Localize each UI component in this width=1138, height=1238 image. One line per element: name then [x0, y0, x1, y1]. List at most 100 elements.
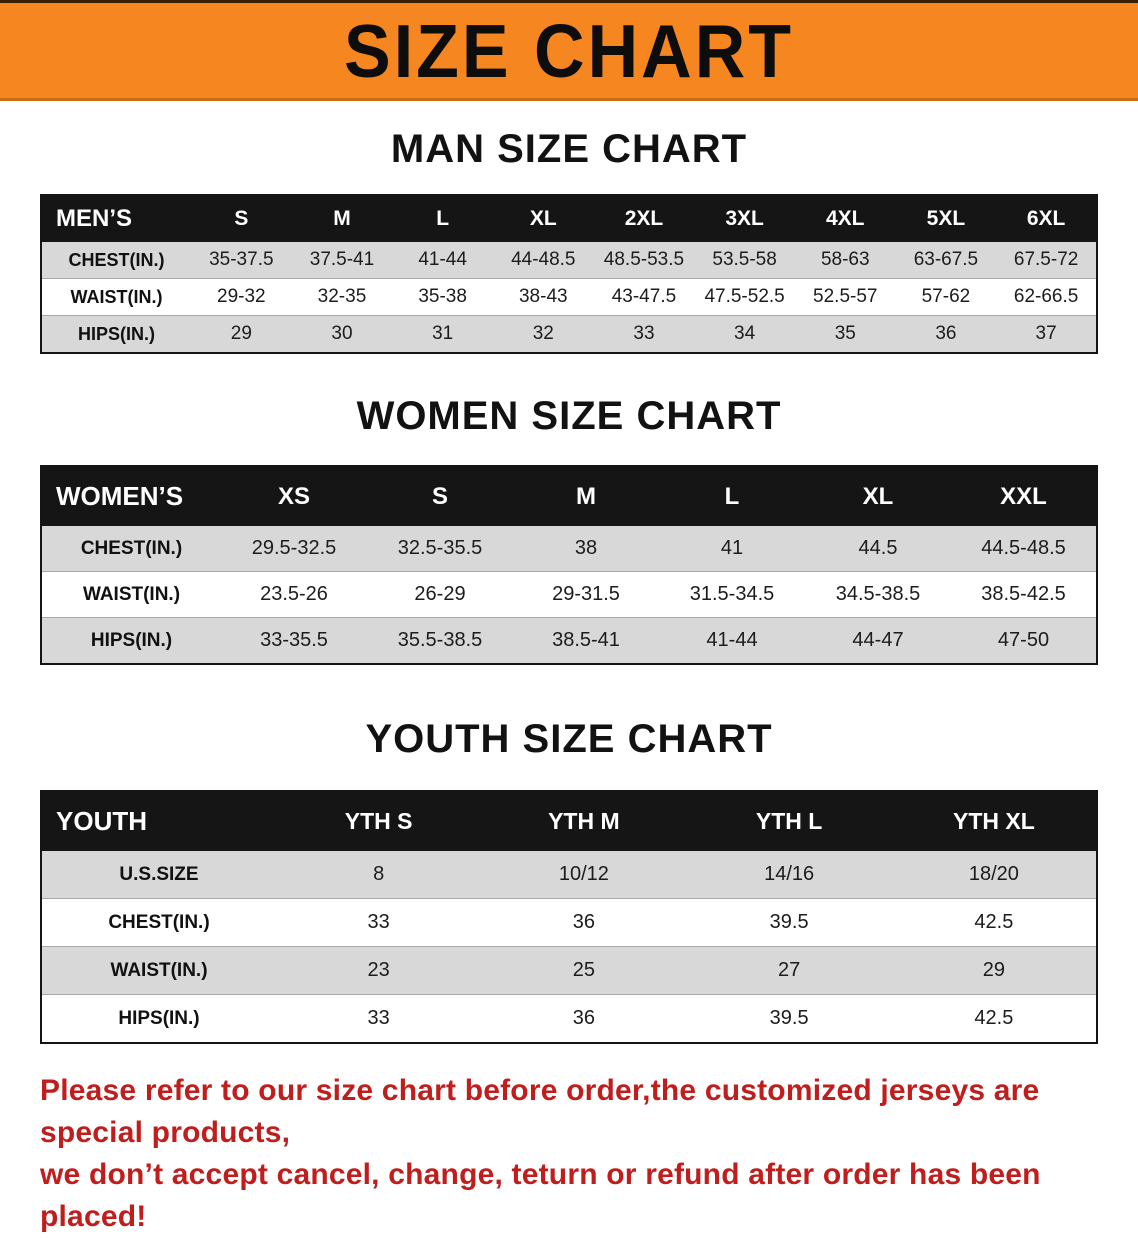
- size-header-cell: S: [191, 195, 292, 242]
- women-section-heading: WOMEN SIZE CHART: [356, 394, 782, 438]
- size-value-cell: 38.5-41: [513, 617, 659, 664]
- size-value-cell: 47.5-52.5: [694, 278, 795, 316]
- size-header-cell: YTH M: [481, 791, 687, 851]
- size-value-cell: 31.5-34.5: [659, 571, 805, 618]
- table-title-cell: WOMEN’S: [41, 466, 221, 526]
- men-size-table: MEN’S S M L XL 2XL 3XL 4XL 5XL 6XL CHEST(IN.) 35-37…: [40, 194, 1098, 354]
- size-table: YOUTH YTH S YTH M YTH L YTH XL U.S.SIZE 8 10/12…: [40, 790, 1098, 1044]
- youth-section: YOUTH SIZE CHART YOUTH YTH S YTH M YTH L YTH…: [0, 717, 1138, 1044]
- size-chart-banner: SIZE CHART: [0, 0, 1138, 101]
- size-value-cell: 52.5-57: [794, 278, 896, 316]
- size-value-cell: 29: [891, 946, 1097, 995]
- table-row: U.S.SIZE 8 10/12 14/16 18/20: [41, 851, 1097, 899]
- table-title-cell: YOUTH: [41, 791, 276, 851]
- size-value-cell: 37.5-41: [291, 242, 393, 279]
- size-value-cell: 44.5: [805, 526, 951, 572]
- page-title: SIZE CHART: [344, 8, 794, 93]
- size-value-cell: 41-44: [659, 617, 805, 664]
- size-value-cell: 37: [996, 315, 1097, 353]
- size-value-cell: 63-67.5: [895, 242, 997, 279]
- size-value-cell: 35-37.5: [191, 242, 292, 279]
- size-value-cell: 25: [481, 946, 687, 995]
- size-header-cell: XS: [221, 466, 367, 526]
- row-label: CHEST(IN.): [41, 526, 221, 572]
- women-size-table: WOMEN’S XS S M L XL XXL CHEST(IN.) 29.5-32.5 32.5…: [40, 465, 1098, 665]
- size-header-cell: XXL: [951, 466, 1097, 526]
- table-row: WAIST(IN.) 29-32 32-35 35-38 38-43 43-47.5 47.…: [41, 278, 1097, 316]
- footer-note-line-1: Please refer to our size chart before or…: [40, 1074, 1040, 1149]
- size-header-cell: S: [367, 466, 513, 526]
- row-label: HIPS(IN.): [41, 315, 191, 353]
- size-value-cell: 32: [492, 315, 594, 353]
- size-value-cell: 36: [481, 898, 687, 947]
- table-row: WAIST(IN.) 23.5-26 26-29 29-31.5 31.5-34.5 34…: [41, 571, 1097, 618]
- size-value-cell: 36: [481, 994, 687, 1043]
- size-value-cell: 38: [513, 526, 659, 572]
- youth-size-table: YOUTH YTH S YTH M YTH L YTH XL U.S.SIZE 8 10/12…: [40, 790, 1098, 1044]
- size-value-cell: 38.5-42.5: [951, 571, 1097, 618]
- row-label: HIPS(IN.): [41, 994, 276, 1043]
- men-section: MAN SIZE CHART MEN’S S M L XL 2XL 3XL 4XL 5XL 6XL…: [0, 127, 1138, 354]
- size-value-cell: 47-50: [951, 617, 1097, 664]
- table-row: HIPS(IN.) 29 30 31 32 33 34 35 36 37: [41, 315, 1097, 353]
- size-value-cell: 32.5-35.5: [367, 526, 513, 572]
- size-header-cell: 6XL: [996, 195, 1097, 242]
- size-value-cell: 33: [276, 994, 482, 1043]
- size-value-cell: 8: [276, 851, 482, 899]
- size-value-cell: 18/20: [891, 851, 1097, 899]
- size-value-cell: 41-44: [392, 242, 493, 279]
- table-row: HIPS(IN.) 33 36 39.5 42.5: [41, 994, 1097, 1043]
- size-value-cell: 23: [276, 946, 482, 995]
- row-label: WAIST(IN.): [41, 946, 276, 995]
- youth-section-heading: YOUTH SIZE CHART: [365, 717, 773, 761]
- size-value-cell: 27: [686, 946, 892, 995]
- size-value-cell: 29-31.5: [513, 571, 659, 618]
- size-value-cell: 62-66.5: [996, 278, 1097, 316]
- size-header-cell: XL: [492, 195, 594, 242]
- table-row: HIPS(IN.) 33-35.5 35.5-38.5 38.5-41 41-44 44-…: [41, 617, 1097, 664]
- footer-note-line-2: we don’t accept cancel, change, teturn o…: [40, 1158, 1041, 1233]
- men-section-heading: MAN SIZE CHART: [390, 127, 748, 171]
- size-value-cell: 39.5: [686, 994, 892, 1043]
- row-label: HIPS(IN.): [41, 617, 221, 664]
- size-value-cell: 30: [291, 315, 393, 353]
- size-value-cell: 36: [895, 315, 997, 353]
- table-title-cell: MEN’S: [41, 195, 191, 242]
- size-value-cell: 29-32: [191, 278, 292, 316]
- table-row: CHEST(IN.) 33 36 39.5 42.5: [41, 898, 1097, 947]
- size-table: MEN’S S M L XL 2XL 3XL 4XL 5XL 6XL CHEST(IN.) 35-37…: [40, 194, 1098, 354]
- table-header-row: YOUTH YTH S YTH M YTH L YTH XL: [41, 791, 1097, 851]
- size-value-cell: 10/12: [481, 851, 687, 899]
- size-header-cell: L: [392, 195, 493, 242]
- table-row: CHEST(IN.) 35-37.5 37.5-41 41-44 44-48.5 48.5…: [41, 242, 1097, 279]
- row-label: CHEST(IN.): [41, 898, 276, 947]
- size-value-cell: 57-62: [895, 278, 997, 316]
- size-value-cell: 42.5: [891, 994, 1097, 1043]
- size-value-cell: 26-29: [367, 571, 513, 618]
- women-section: WOMEN SIZE CHART WOMEN’S XS S M L XL XXL CHEST(…: [0, 394, 1138, 665]
- size-value-cell: 44-48.5: [492, 242, 594, 279]
- size-header-cell: XL: [805, 466, 951, 526]
- table-header-row: WOMEN’S XS S M L XL XXL: [41, 466, 1097, 526]
- size-header-cell: L: [659, 466, 805, 526]
- footer-note: Please refer to our size chart before or…: [40, 1070, 1108, 1238]
- size-header-cell: YTH XL: [891, 791, 1097, 851]
- size-value-cell: 44-47: [805, 617, 951, 664]
- size-value-cell: 31: [392, 315, 493, 353]
- size-header-cell: 2XL: [593, 195, 695, 242]
- row-label: U.S.SIZE: [41, 851, 276, 899]
- size-header-cell: M: [513, 466, 659, 526]
- size-value-cell: 39.5: [686, 898, 892, 947]
- size-value-cell: 29.5-32.5: [221, 526, 367, 572]
- size-value-cell: 14/16: [686, 851, 892, 899]
- size-header-cell: YTH L: [686, 791, 892, 851]
- size-value-cell: 41: [659, 526, 805, 572]
- size-value-cell: 32-35: [291, 278, 393, 316]
- size-value-cell: 33: [593, 315, 695, 353]
- size-value-cell: 38-43: [492, 278, 594, 316]
- size-value-cell: 33: [276, 898, 482, 947]
- size-value-cell: 29: [191, 315, 292, 353]
- size-header-cell: 3XL: [694, 195, 795, 242]
- size-value-cell: 53.5-58: [694, 242, 795, 279]
- size-value-cell: 48.5-53.5: [593, 242, 695, 279]
